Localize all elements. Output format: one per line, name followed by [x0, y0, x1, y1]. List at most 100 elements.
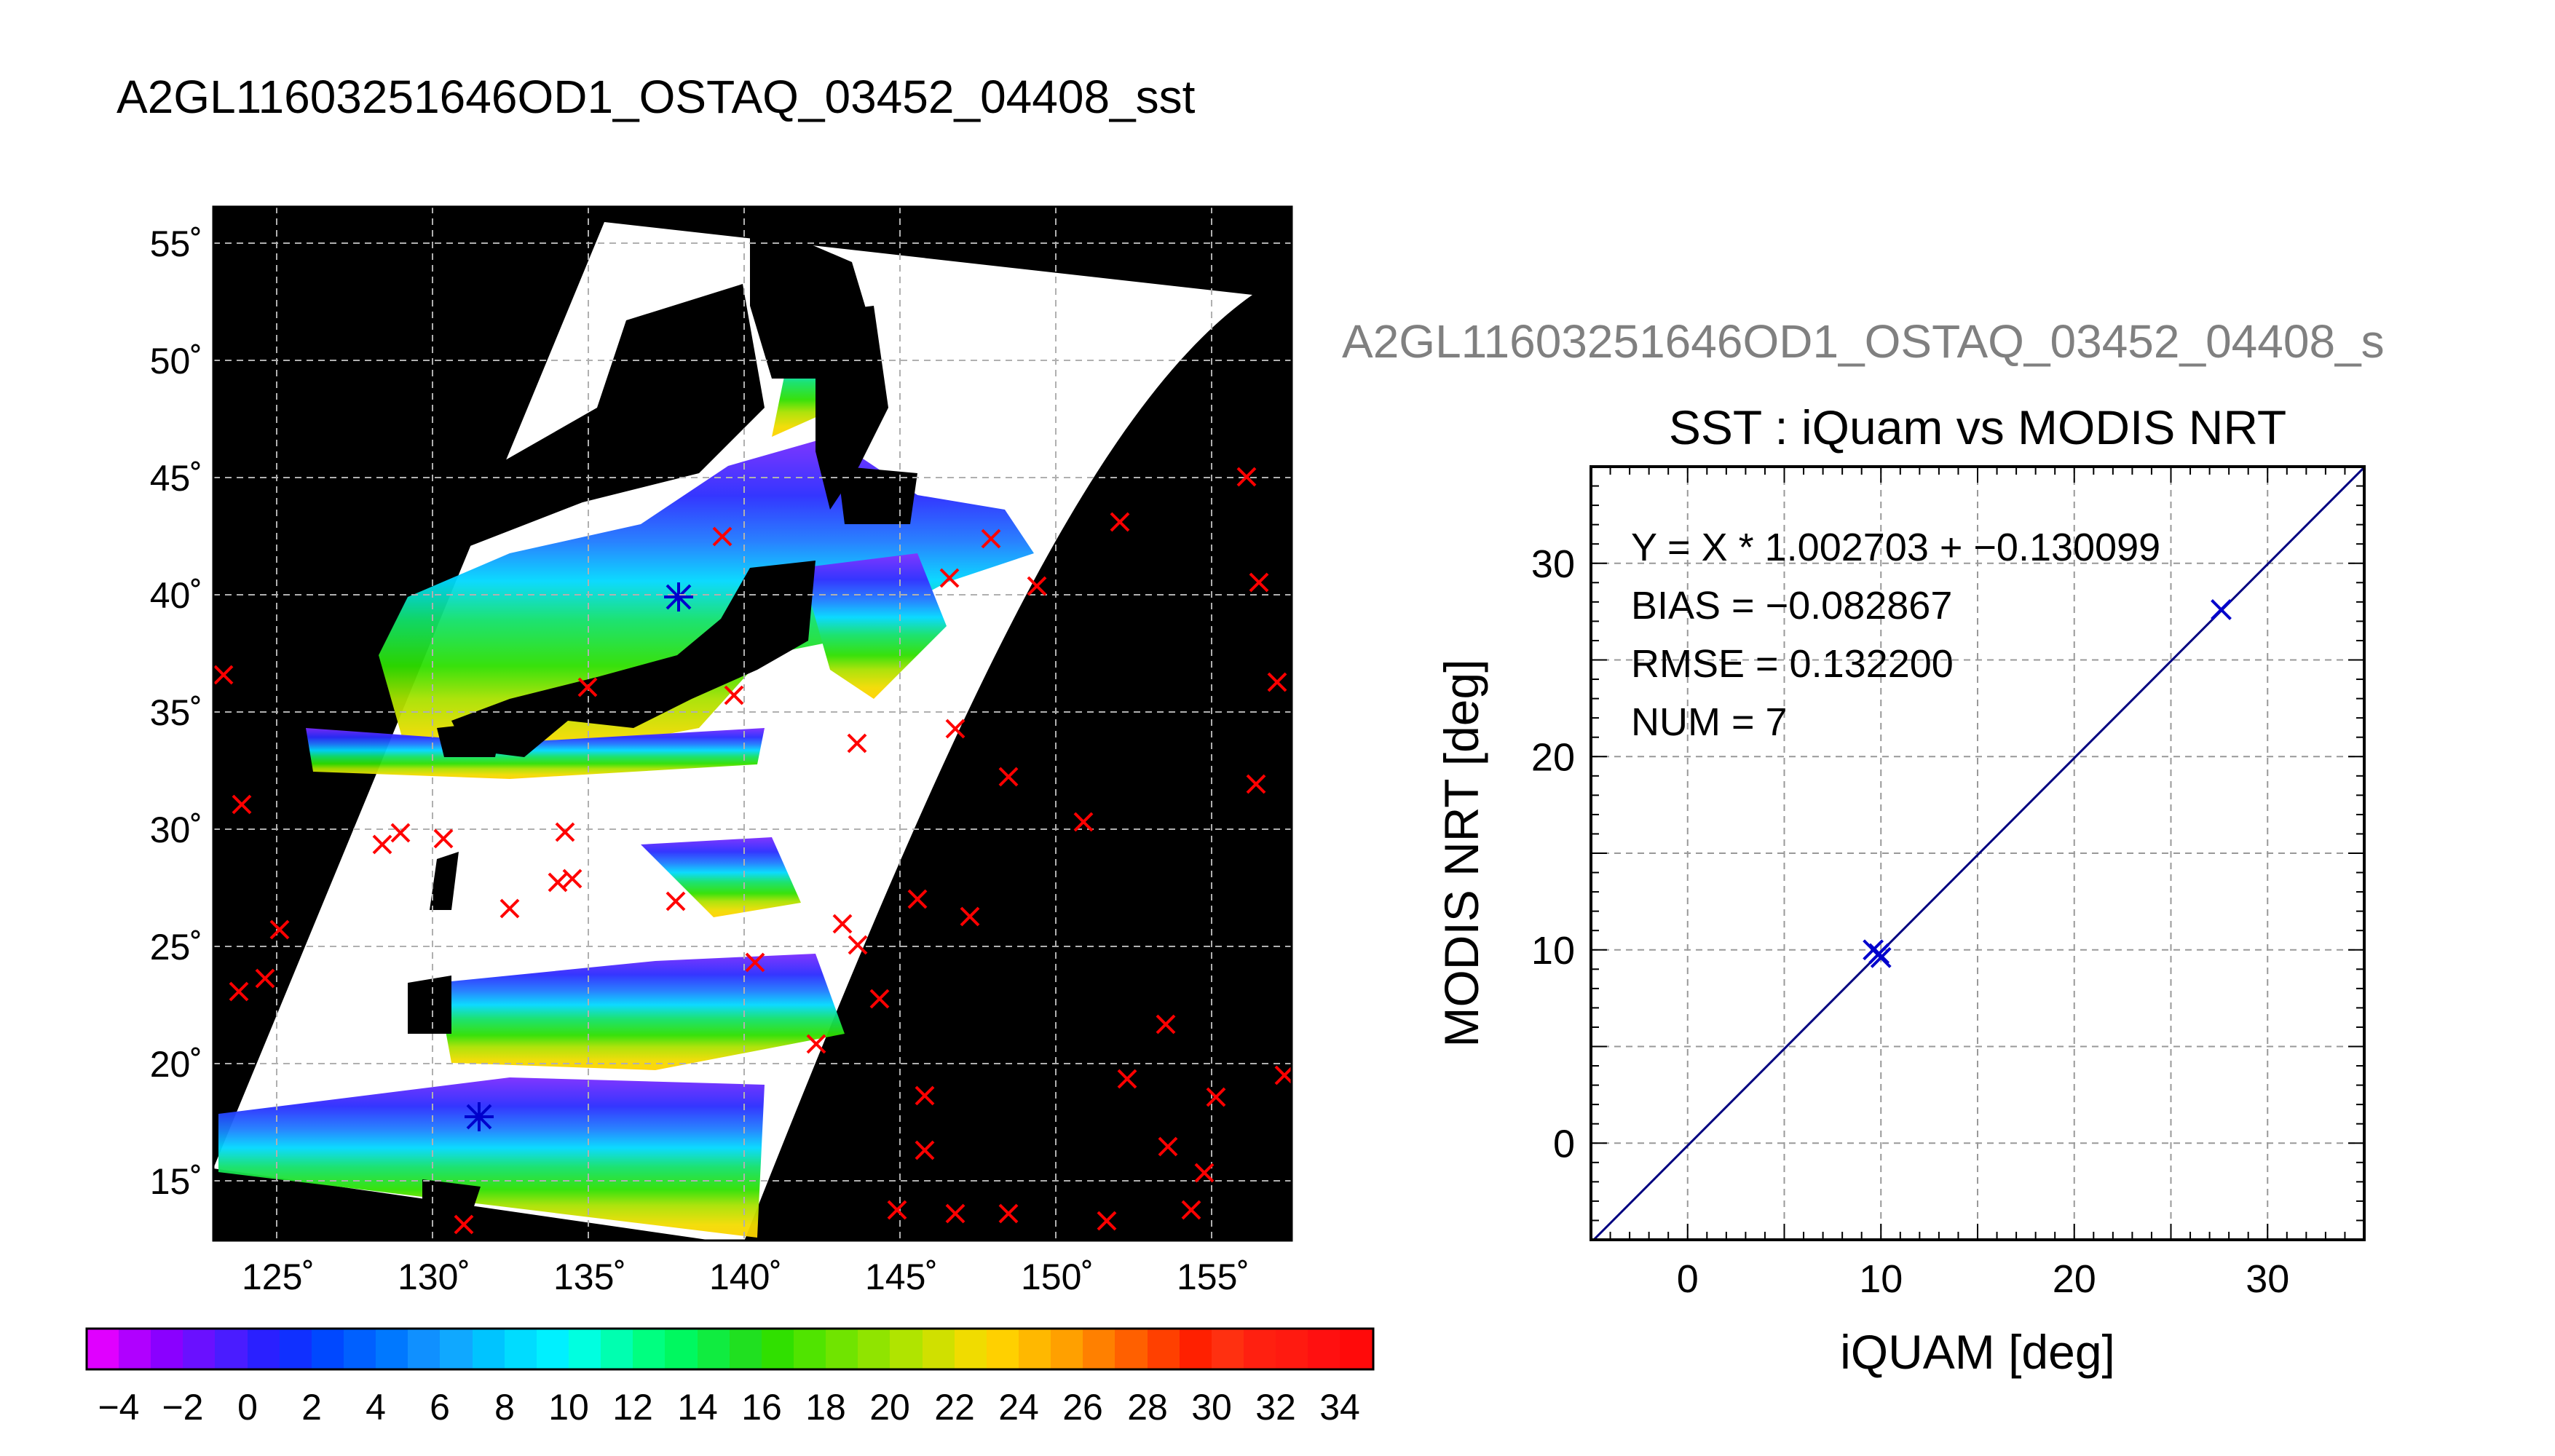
- buoy-marker: [724, 685, 744, 705]
- lat-tick: 20˚: [150, 1044, 202, 1085]
- colorbar-tick: 34: [1319, 1387, 1360, 1428]
- stats-fit: Y = X * 1.002703 + −0.130099: [1631, 526, 2160, 569]
- buoy-marker: [562, 869, 583, 889]
- buoy-marker: [712, 526, 732, 547]
- colorbar-tick: 4: [366, 1387, 386, 1428]
- buoy-marker: [666, 891, 686, 911]
- map-title: A2GL11603251646OD1_OSTAQ_03452_04408_sst: [117, 71, 1196, 123]
- buoy-marker: [998, 767, 1019, 787]
- lat-tick: 35˚: [150, 692, 202, 733]
- land-masses: [364, 218, 917, 1230]
- buoy-marker: [1110, 512, 1130, 532]
- buoy-marker: [1246, 774, 1266, 794]
- x-tick-label: 10: [1859, 1257, 1903, 1301]
- buoy-marker: [847, 733, 867, 753]
- colorbar-swatches: [87, 1329, 1373, 1369]
- scatter-title: SST : iQuam vs MODIS NRT: [1669, 400, 2286, 454]
- buoy-marker: [1158, 1136, 1178, 1157]
- buoy-marker: [945, 719, 965, 739]
- colorbar-tick: 6: [430, 1387, 450, 1428]
- scatter-y-axis-label: MODIS NRT [deg]: [1434, 659, 1488, 1047]
- y-tick-label: 30: [1531, 542, 1575, 586]
- buoy-marker: [887, 1200, 907, 1220]
- buoy-marker: [548, 872, 568, 893]
- stats-num: NUM = 7: [1631, 700, 1788, 744]
- stats-rmse: RMSE = 0.132200: [1631, 642, 1954, 686]
- lon-tick: 145˚: [865, 1257, 938, 1297]
- buoy-marker: [1206, 1087, 1226, 1107]
- y-tick-label: 20: [1531, 735, 1575, 779]
- lat-tick: 45˚: [150, 458, 202, 499]
- buoy-marker: [255, 968, 275, 989]
- buoy-marker: [213, 665, 234, 685]
- buoy-marker: [372, 834, 392, 855]
- lat-tick: 15˚: [150, 1161, 202, 1202]
- lat-tick: 55˚: [150, 223, 202, 264]
- colorbar-tick: 20: [869, 1387, 910, 1428]
- map-gridlines: [213, 207, 1292, 1241]
- buoy-marker: [907, 889, 928, 909]
- colorbar-tick: 30: [1191, 1387, 1232, 1428]
- scatter-point: [1870, 946, 1892, 968]
- scatter-file-label: A2GL11603251646OD1_OSTAQ_03452_04408_s: [1342, 315, 2385, 368]
- lon-tick: 155˚: [1177, 1257, 1249, 1297]
- buoy-marker: [1194, 1163, 1215, 1183]
- colorbar-tick: 0: [237, 1387, 258, 1428]
- buoy-marker: [848, 935, 868, 955]
- colorbar-tick: 32: [1255, 1387, 1296, 1428]
- buoy-marker: [960, 906, 980, 927]
- buoy-marker: [390, 823, 411, 843]
- scatter-x-tick-labels: 0 10 20 30: [1677, 1257, 2290, 1301]
- buoy-marker: [806, 1034, 826, 1054]
- sst-map: 125˚ 130˚ 135˚ 140˚ 145˚ 150˚ 155˚ 55˚ 5…: [150, 205, 1293, 1297]
- colorbar-tick: 22: [934, 1387, 975, 1428]
- buoy-marker: [915, 1140, 935, 1160]
- scatter-gridlines: [1591, 467, 2364, 1240]
- scatter-x-axis-label: iQUAM [deg]: [1840, 1325, 2115, 1379]
- lat-tick: 25˚: [150, 927, 202, 968]
- scatter-frame: [1590, 465, 2366, 1241]
- buoy-marker: [1267, 672, 1287, 692]
- colorbar-tick: 26: [1062, 1387, 1103, 1428]
- colorbar-tick: 2: [301, 1387, 322, 1428]
- lat-tick: 30˚: [150, 810, 202, 850]
- scatter-y-tick-labels: 0 10 20 30: [1531, 542, 1575, 1166]
- buoy-marker: [1073, 812, 1094, 832]
- colorbar-tick: 10: [548, 1387, 589, 1428]
- buoy-marker: [269, 919, 290, 940]
- x-tick-label: 30: [2246, 1257, 2289, 1301]
- buoy-marker: [832, 914, 853, 934]
- buoy-marker: [1097, 1211, 1117, 1231]
- buoy-marker: [981, 529, 1001, 549]
- buoy-marker: [1274, 1065, 1292, 1085]
- buoy-marker: [1156, 1014, 1176, 1034]
- buoy-marker: [945, 1203, 965, 1224]
- buoy-marker: [433, 828, 454, 849]
- colorbar-tick: 24: [998, 1387, 1039, 1428]
- match-marker: [465, 1102, 494, 1131]
- fit-line: [1592, 467, 2364, 1240]
- match-marker: [664, 582, 693, 612]
- colorbar-tick-labels: −4 −2 0 2 4 6 8 10 12 14 16 18 20 22 24 …: [98, 1387, 1359, 1428]
- lon-tick: 140˚: [709, 1257, 782, 1297]
- buoy-marker: [915, 1085, 935, 1106]
- colorbar: −4 −2 0 2 4 6 8 10 12 14 16 18 20 22 24 …: [85, 1327, 1375, 1428]
- y-tick-label: 0: [1553, 1122, 1575, 1166]
- y-tick-label: 10: [1531, 929, 1575, 973]
- buoy-marker: [939, 568, 960, 588]
- buoy-marker: [998, 1203, 1019, 1224]
- out-of-range-markers: [213, 467, 1292, 1235]
- lon-tick: 150˚: [1021, 1257, 1094, 1297]
- buoy-marker: [454, 1214, 474, 1235]
- buoy-marker: [1236, 467, 1257, 487]
- colorbar-tick: 18: [805, 1387, 846, 1428]
- buoy-marker: [555, 822, 575, 842]
- swath-layer: [213, 218, 1252, 1241]
- buoy-marker: [869, 989, 890, 1009]
- buoy-marker: [1117, 1069, 1137, 1089]
- colorbar-tick: 28: [1127, 1387, 1168, 1428]
- map-frame: [212, 205, 1293, 1242]
- buoy-marker: [577, 677, 598, 697]
- lon-tick: 130˚: [398, 1257, 470, 1297]
